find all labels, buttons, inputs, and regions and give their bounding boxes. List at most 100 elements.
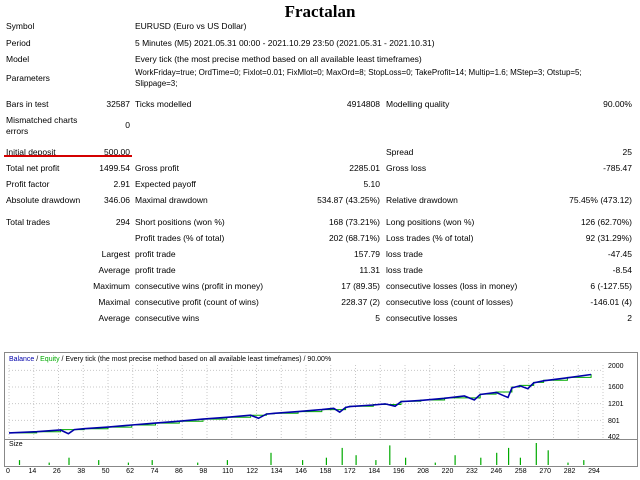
- size-bar: [98, 460, 100, 465]
- balance-chart-plot: [8, 365, 604, 438]
- largest-loss-value: -47.45: [607, 249, 632, 259]
- long-positions-label: Long positions (won %): [386, 217, 475, 227]
- maximum-label: Maximum: [93, 281, 130, 291]
- size-bar: [547, 450, 549, 465]
- y-tick-label: 1201: [608, 401, 624, 408]
- size-chart-plot: [18, 443, 585, 465]
- size-bar: [480, 457, 482, 465]
- x-tick-label: 270: [539, 468, 551, 475]
- mismatched-label-1: Mismatched charts: [6, 115, 78, 125]
- size-bar: [355, 455, 357, 465]
- total-trades-value: 294: [115, 217, 130, 227]
- loss-trades-label: Loss trades (% of total): [386, 233, 474, 243]
- x-tick-label: 184: [368, 468, 381, 475]
- symbol-label: Symbol: [6, 21, 35, 31]
- size-bar: [405, 457, 407, 465]
- y-tick-label: 402: [608, 434, 620, 441]
- size-bar: [389, 445, 391, 465]
- x-tick-label: 14: [28, 468, 37, 475]
- x-tick-label: 172: [343, 468, 356, 475]
- size-bar: [151, 460, 153, 465]
- profit-trades-value: 202 (68.71%): [328, 233, 380, 243]
- highlight-underline: [4, 155, 132, 157]
- parameters-value-2: Slippage=3;: [135, 79, 178, 88]
- gross-profit-value: 2285.01: [349, 163, 380, 173]
- gross-loss-value: -785.47: [603, 163, 632, 173]
- size-chart: Size: [4, 439, 638, 467]
- largest-profit-label: profit trade: [135, 249, 176, 259]
- absolute-drawdown-value: 346.06: [104, 195, 130, 205]
- size-bar: [325, 457, 327, 465]
- size-bar: [197, 462, 199, 465]
- size-bar: [302, 460, 304, 465]
- size-bar: [535, 443, 537, 465]
- parameters-label: Parameters: [6, 73, 50, 83]
- relative-drawdown-value: 75.45% (473.12): [569, 195, 632, 205]
- modelling-quality-value: 90.00%: [603, 99, 632, 109]
- size-bar: [68, 457, 70, 465]
- maximal-drawdown-label: Maximal drawdown: [135, 195, 208, 205]
- spread-label: Spread: [386, 147, 414, 157]
- y-tick-label: 1600: [608, 384, 624, 391]
- net-profit-label: Total net profit: [6, 163, 60, 173]
- maximal-drawdown-value: 534.87 (43.25%): [317, 195, 380, 205]
- loss-trades-value: 92 (31.29%): [585, 233, 632, 243]
- expected-payoff-value: 5.10: [363, 179, 380, 189]
- consecutive-loss-count-label: consecutive loss (count of losses): [386, 297, 514, 307]
- consecutive-profit-count-label: consecutive profit (count of wins): [135, 297, 259, 307]
- size-bar: [18, 460, 21, 465]
- size-bar: [226, 460, 228, 465]
- consecutive-wins-money-value: 17 (89.35): [341, 281, 380, 291]
- size-bar: [270, 452, 272, 465]
- x-tick-label: 208: [417, 468, 429, 475]
- size-bar: [496, 452, 498, 465]
- average-loss-value: -8.54: [612, 265, 632, 275]
- size-bar: [341, 447, 343, 465]
- profit-trades-label: Profit trades (% of total): [135, 233, 225, 243]
- ticks-value: 4914808: [346, 99, 380, 109]
- average-profit-value: 11.31: [359, 265, 380, 275]
- x-tick-label: 294: [588, 468, 600, 475]
- expected-payoff-label: Expected payoff: [135, 179, 196, 189]
- size-bar: [508, 447, 510, 465]
- long-positions-value: 126 (62.70%): [580, 217, 632, 227]
- size-bar: [583, 460, 585, 465]
- x-tick-label: 86: [175, 468, 183, 475]
- short-positions-label: Short positions (won %): [135, 217, 225, 227]
- short-positions-value: 168 (73.21%): [328, 217, 380, 227]
- gross-profit-label: Gross profit: [135, 163, 179, 173]
- size-bar: [519, 457, 521, 465]
- x-tick-label: 282: [563, 468, 576, 475]
- size-bar: [454, 455, 456, 465]
- x-tick-label: 146: [295, 468, 307, 475]
- ticks-label: Ticks modelled: [135, 99, 192, 109]
- consecutive-loss-count-value: -146.01 (4): [590, 297, 632, 307]
- x-tick-label: 134: [270, 468, 283, 475]
- y-tick-label: 2000: [608, 363, 624, 370]
- maximal-label: Maximal: [98, 297, 130, 307]
- balance-chart: Balance / Equity / Every tick (the most …: [4, 352, 638, 441]
- size-bar: [127, 462, 129, 465]
- average-loss-label: loss trade: [386, 265, 423, 275]
- size-bar: [375, 460, 377, 465]
- average-consecutive-label: Average: [98, 313, 130, 323]
- x-tick-label: 74: [150, 468, 159, 475]
- x-tick-label: 158: [319, 468, 332, 475]
- mismatched-value: 0: [125, 120, 130, 130]
- modelling-quality-label: Modelling quality: [386, 99, 450, 109]
- legend-balance: Balance: [9, 356, 35, 363]
- average-consecutive-wins-label: consecutive wins: [135, 313, 200, 323]
- x-tick-label: 246: [490, 468, 503, 475]
- parameters-value-1: WorkFriday=true; OrdTime=0; Fixlot=0.01;…: [135, 68, 582, 77]
- period-value: 5 Minutes (M5) 2021.05.31 00:00 - 2021.1…: [135, 38, 435, 48]
- legend-separator: /: [34, 356, 41, 363]
- profit-factor-label: Profit factor: [6, 179, 50, 189]
- average-consecutive-losses-value: 2: [627, 313, 632, 323]
- largest-loss-label: loss trade: [386, 249, 423, 259]
- legend-description: / Every tick (the most precise method ba…: [59, 356, 332, 363]
- largest-label: Largest: [101, 249, 130, 259]
- largest-profit-value: 157.79: [354, 249, 380, 259]
- mismatched-label-2: errors: [6, 126, 29, 136]
- x-tick-label: 38: [77, 468, 86, 475]
- x-tick-label: 50: [101, 468, 110, 475]
